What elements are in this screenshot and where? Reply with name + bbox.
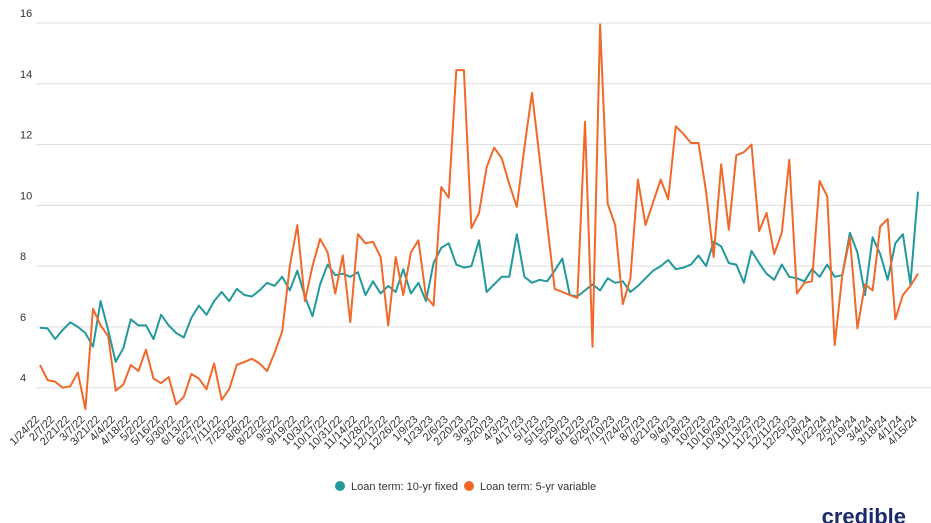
legend-marker	[464, 481, 474, 491]
y-tick-label: 12	[20, 130, 32, 142]
legend-label: Loan term: 10-yr fixed	[351, 481, 458, 493]
y-tick-label: 4	[20, 373, 26, 385]
series-line	[39, 191, 919, 363]
y-tick-label: 6	[20, 312, 26, 324]
y-tick-label: 10	[20, 190, 32, 202]
legend-marker	[335, 481, 345, 491]
y-tick-label: 16	[20, 8, 32, 20]
y-tick-label: 14	[20, 69, 32, 81]
legend-label: Loan term: 5-yr variable	[480, 481, 596, 493]
series-line	[39, 23, 919, 410]
logo: credible	[822, 504, 906, 523]
y-tick-label: 8	[20, 251, 26, 263]
